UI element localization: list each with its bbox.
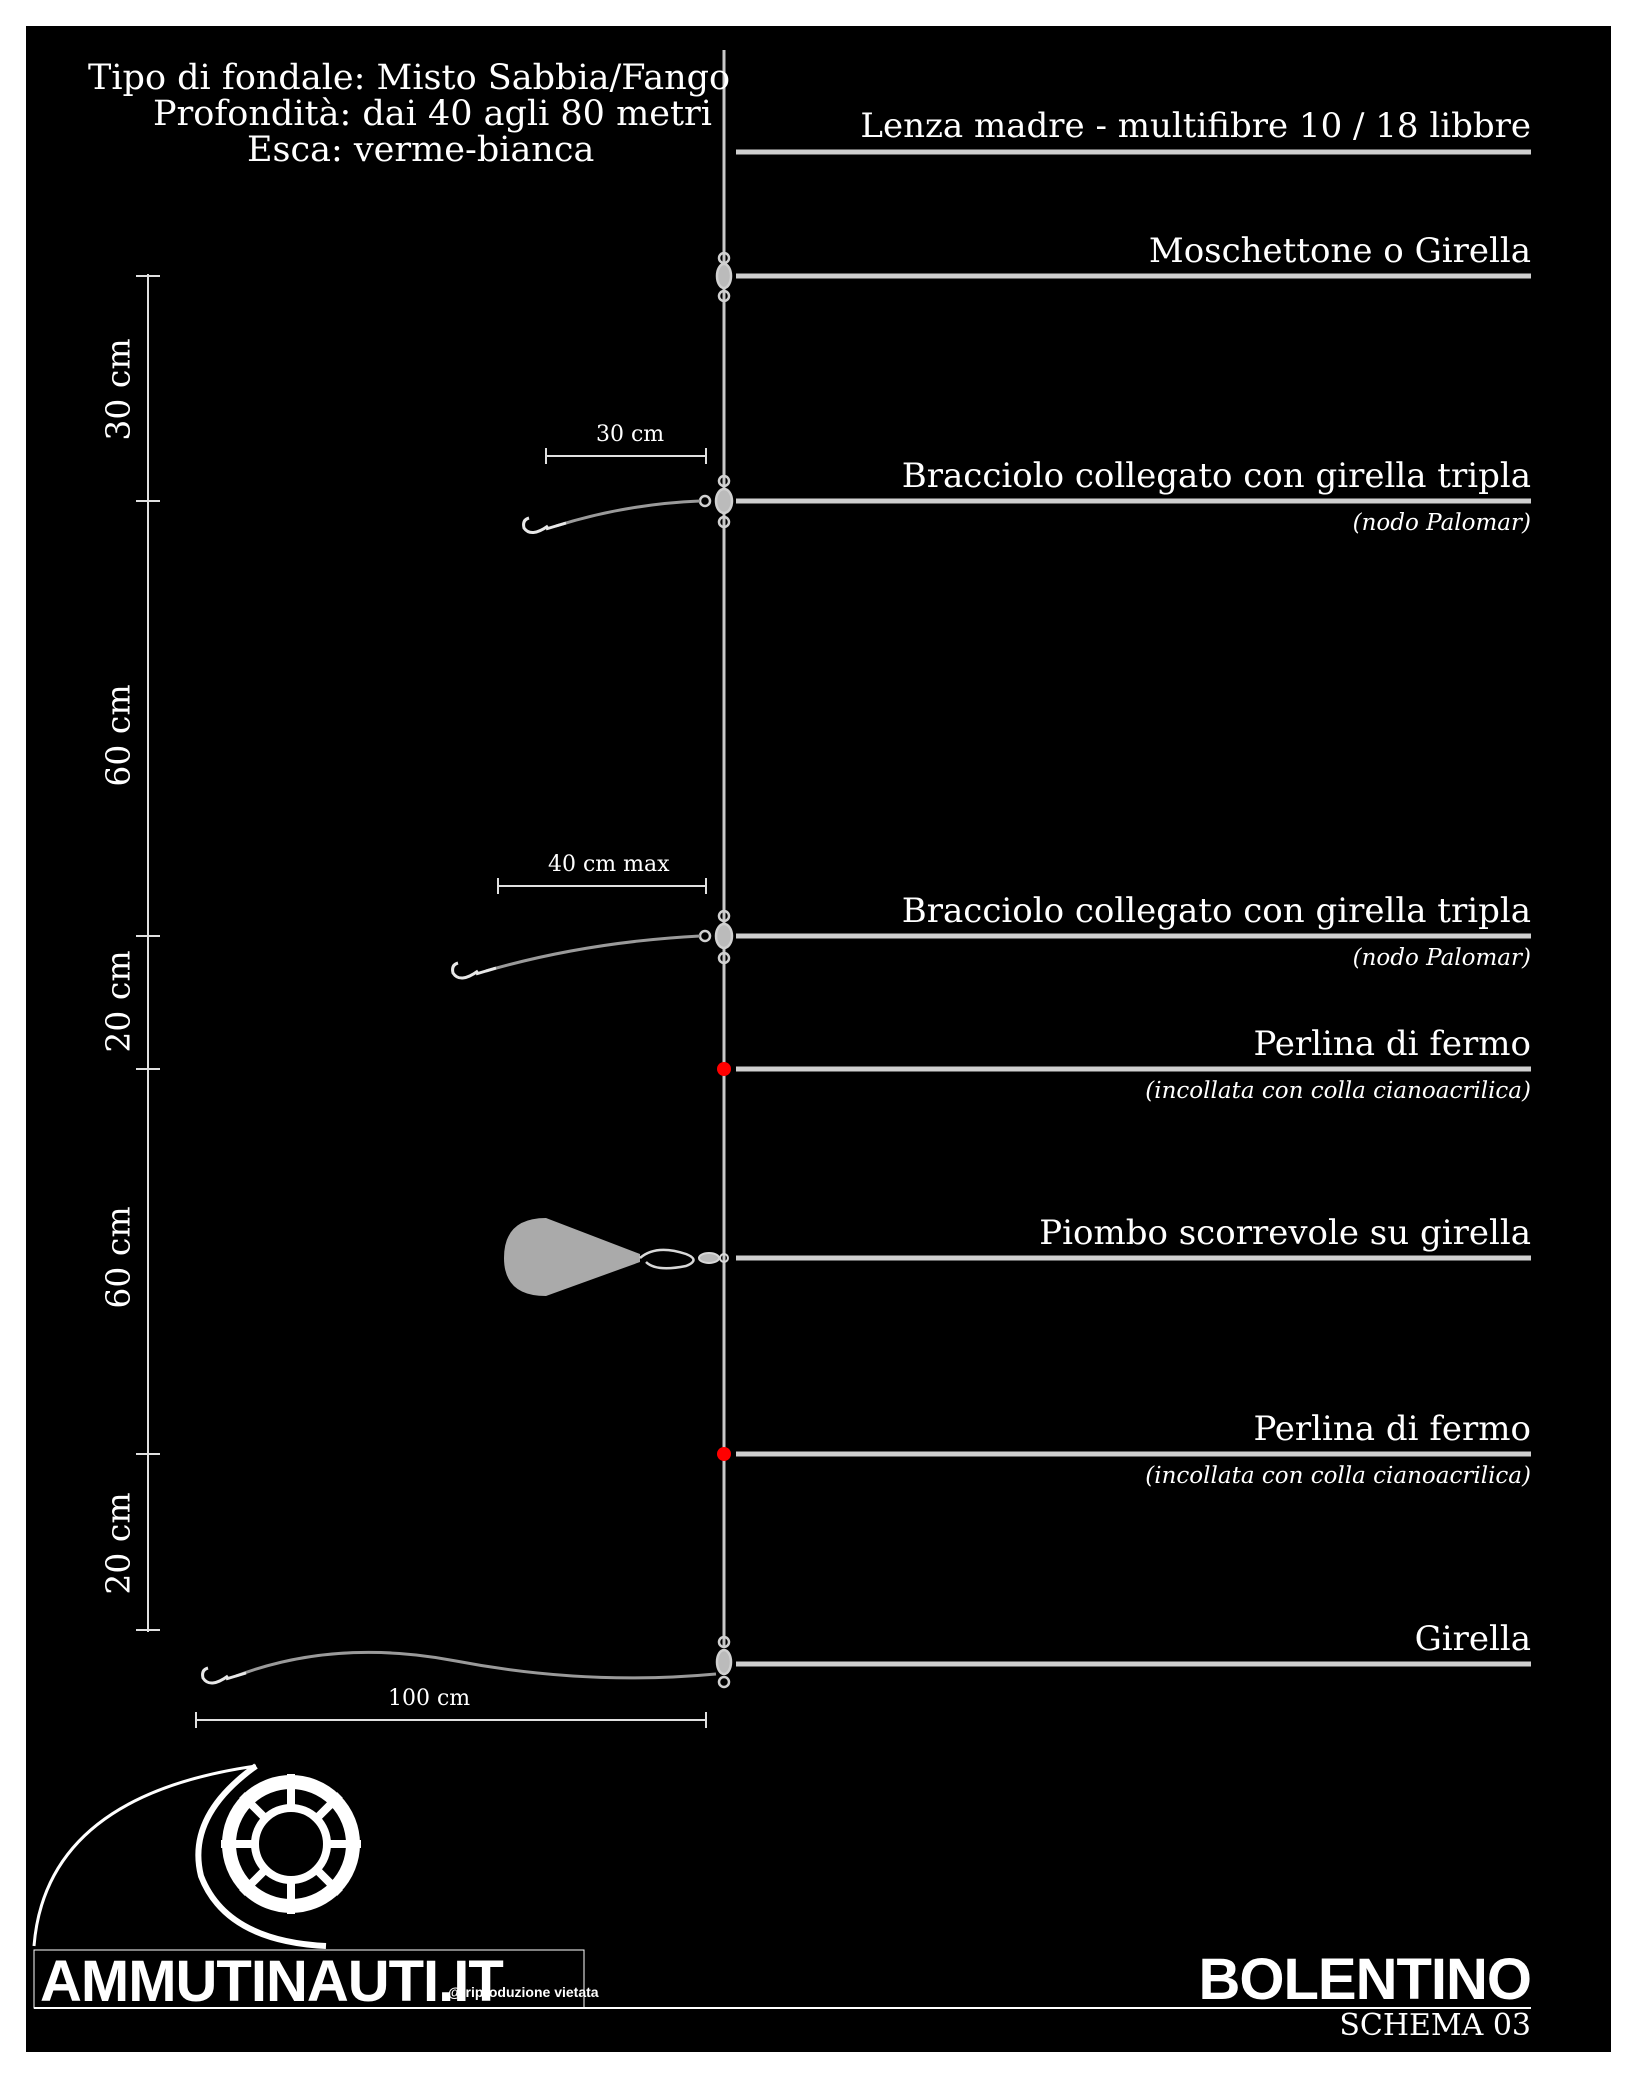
bead-2: [717, 1447, 731, 1461]
bead-1: [717, 1062, 731, 1076]
dim-label-v3: 20 cm: [98, 950, 138, 1053]
note-perlina-1: (incollata con colla cianoacrilica): [1145, 1078, 1531, 1104]
diagram-title: BOLENTINO: [1198, 1947, 1532, 2012]
lead-weight: [504, 1218, 729, 1296]
label-perlina-2: Perlina di fermo: [1253, 1409, 1531, 1449]
vertical-dimension: [136, 274, 160, 1632]
label-bracciolo-2: Bracciolo collegato con girella tripla: [901, 891, 1531, 931]
dim-label-v5: 20 cm: [98, 1492, 138, 1595]
label-bracciolo-1: Bracciolo collegato con girella tripla: [901, 456, 1531, 496]
ammutinauti-logo: [32, 1763, 361, 1949]
dim-label-v2: 60 cm: [98, 684, 138, 787]
note-bracciolo-2: (nodo Palomar): [1352, 945, 1531, 971]
label-lenza-madre: Lenza madre - multifibre 10 / 18 libbre: [860, 106, 1531, 146]
note-bracciolo-1: (nodo Palomar): [1352, 510, 1531, 536]
dimension-40cm: [497, 878, 707, 894]
final-swivel: [715, 1635, 733, 1689]
hook-1-icon: [522, 516, 567, 534]
label-moschettone: Moschettone o Girella: [1148, 231, 1531, 271]
dim-label-40cm: 40 cm max: [548, 852, 670, 877]
bracciolo-2-line: [485, 934, 701, 973]
copyright-text: @ riproduzione vietata: [448, 1984, 599, 2000]
profondita-text: Profondità: dai 40 agli 80 metri: [153, 94, 712, 134]
terminale-line: [235, 1650, 717, 1680]
label-girella: Girella: [1414, 1619, 1531, 1659]
moschettone-swivel: [715, 251, 733, 303]
triple-swivel-2: [698, 909, 734, 965]
dim-label-30cm: 30 cm: [596, 422, 665, 447]
dimension-30cm: [545, 448, 707, 464]
diagram-board: Tipo di fondale: Misto Sabbia/Fango Prof…: [26, 26, 1611, 2052]
hook-3-icon: [201, 1666, 247, 1685]
rig-drawing: [32, 50, 1531, 2009]
note-perlina-2: (incollata con colla cianoacrilica): [1145, 1463, 1531, 1489]
fondale-text: Tipo di fondale: Misto Sabbia/Fango: [88, 58, 731, 98]
brand-name: AMMUTINAUTI.IT: [40, 1949, 504, 2014]
hook-2-icon: [451, 961, 497, 980]
bracciolo-1-line: [555, 499, 701, 528]
label-perlina-1: Perlina di fermo: [1253, 1024, 1531, 1064]
label-leaders: [736, 149, 1531, 1667]
dimension-100cm: [195, 1712, 707, 1728]
schema-number: SCHEMA 03: [1339, 2008, 1531, 2043]
esca-text: Esca: verme-bianca: [247, 130, 595, 170]
label-piombo: Piombo scorrevole su girella: [1039, 1213, 1531, 1253]
triple-swivel-1: [698, 474, 734, 529]
dim-label-100cm: 100 cm: [388, 1686, 471, 1711]
dim-label-v4: 60 cm: [98, 1206, 138, 1309]
dim-label-v1: 30 cm: [98, 338, 138, 441]
